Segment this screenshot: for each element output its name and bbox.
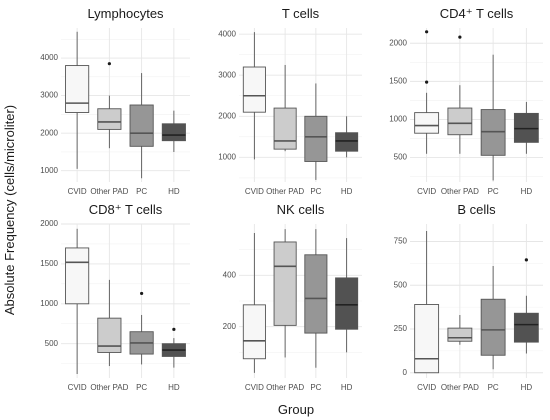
x-tick-label: HD [168,187,180,196]
box-pc [129,104,154,147]
x-tick-label: PC [136,187,147,196]
y-tick-label: 1000 [389,115,407,124]
y-tick-label: 500 [394,153,408,162]
y-tick-label: 4000 [40,53,58,62]
x-tick-label: HD [521,383,533,392]
y-tick-label: 250 [394,324,408,333]
y-tick-label: 2000 [218,111,236,120]
box-pc [304,115,328,162]
box-pc [480,298,506,356]
y-tick-label: 2000 [40,219,58,228]
box-hd [161,123,186,142]
x-tick-label: Other PAD [441,187,479,196]
panel-5: 0 250 500 750 B cells CVID Other PAD PC HD [394,202,543,392]
y-tick-label: 3000 [40,91,58,100]
outlier-point [524,258,528,262]
panel-3: 500 1000 1500 2000 CD8⁺ T cells CVID Other PAD… [40,202,190,392]
y-tick-label: 400 [223,270,237,279]
x-tick-label: PC [310,383,321,392]
x-tick-label: Other PAD [90,383,128,392]
panel-2: 500 1000 1500 2000 CD4⁺ T cells CVID Other PAD… [389,6,543,196]
outlier-point [425,80,429,84]
x-tick-label: PC [488,383,499,392]
x-tick-label: HD [168,383,180,392]
box-other-pad [97,317,122,353]
x-tick-label: CVID [417,187,436,196]
box-cvid [414,304,440,374]
box-cvid [65,65,90,113]
panel-4: 200 400 NK cells CVID Other PAD PC HD [223,202,362,392]
box-hd [335,132,359,152]
x-tick-label: HD [521,187,533,196]
outlier-point [140,291,144,296]
box-cvid [65,247,90,305]
x-tick-label: PC [136,383,147,392]
outlier-point [107,62,111,66]
box-cvid [414,112,440,134]
box-pc [304,254,328,334]
y-tick-label: 2000 [389,38,407,47]
outlier-point [172,327,176,331]
panel-title: B cells [457,202,496,217]
box-other-pad [273,241,297,326]
x-tick-label: HD [341,383,353,392]
y-tick-label: 1500 [389,76,407,85]
outlier-point [425,30,429,34]
x-tick-label: PC [488,187,499,196]
x-axis-title: Group [278,402,314,417]
box-other-pad [447,327,473,342]
panel-title: CD8⁺ T cells [89,202,163,217]
x-tick-label: CVID [68,187,87,196]
y-tick-label: 200 [223,322,237,331]
box-other-pad [97,108,122,130]
box-hd [335,277,359,330]
y-tick-label: 1500 [40,259,58,268]
y-tick-label: 3000 [218,70,236,79]
panel-0: 1000 2000 3000 4000 Lymphocytes CVID Other PAD… [40,6,190,196]
x-tick-label: CVID [68,383,87,392]
x-tick-label: CVID [417,383,436,392]
panel-title: CD4⁺ T cells [440,6,514,21]
box-other-pad [273,107,297,150]
box-hd [513,312,539,343]
y-tick-label: 1000 [218,152,236,161]
x-tick-label: CVID [245,187,264,196]
panel-title: T cells [282,6,320,21]
x-tick-label: Other PAD [266,383,304,392]
y-tick-label: 750 [394,237,408,246]
panel-title: NK cells [277,202,325,217]
outlier-point [458,35,462,39]
panel-title: Lymphocytes [87,6,164,21]
y-tick-label: 0 [403,368,408,377]
box-cvid [242,66,266,113]
y-tick-label: 4000 [218,29,236,38]
y-axis-title: Absolute Frequency (cells/microliter) [2,105,17,315]
y-tick-label: 2000 [40,128,58,137]
x-tick-label: CVID [245,383,264,392]
y-tick-label: 1000 [40,166,58,175]
x-tick-label: Other PAD [266,187,304,196]
y-tick-label: 1000 [40,299,58,308]
x-tick-label: HD [341,187,353,196]
y-tick-label: 500 [394,280,408,289]
box-cvid [242,304,266,360]
x-tick-label: Other PAD [90,187,128,196]
x-tick-label: Other PAD [441,383,479,392]
x-tick-label: PC [310,187,321,196]
box-other-pad [447,107,473,136]
y-tick-label: 500 [45,339,59,348]
panel-1: 1000 2000 3000 4000 T cells CVID Other PAD PC HD [218,6,362,196]
